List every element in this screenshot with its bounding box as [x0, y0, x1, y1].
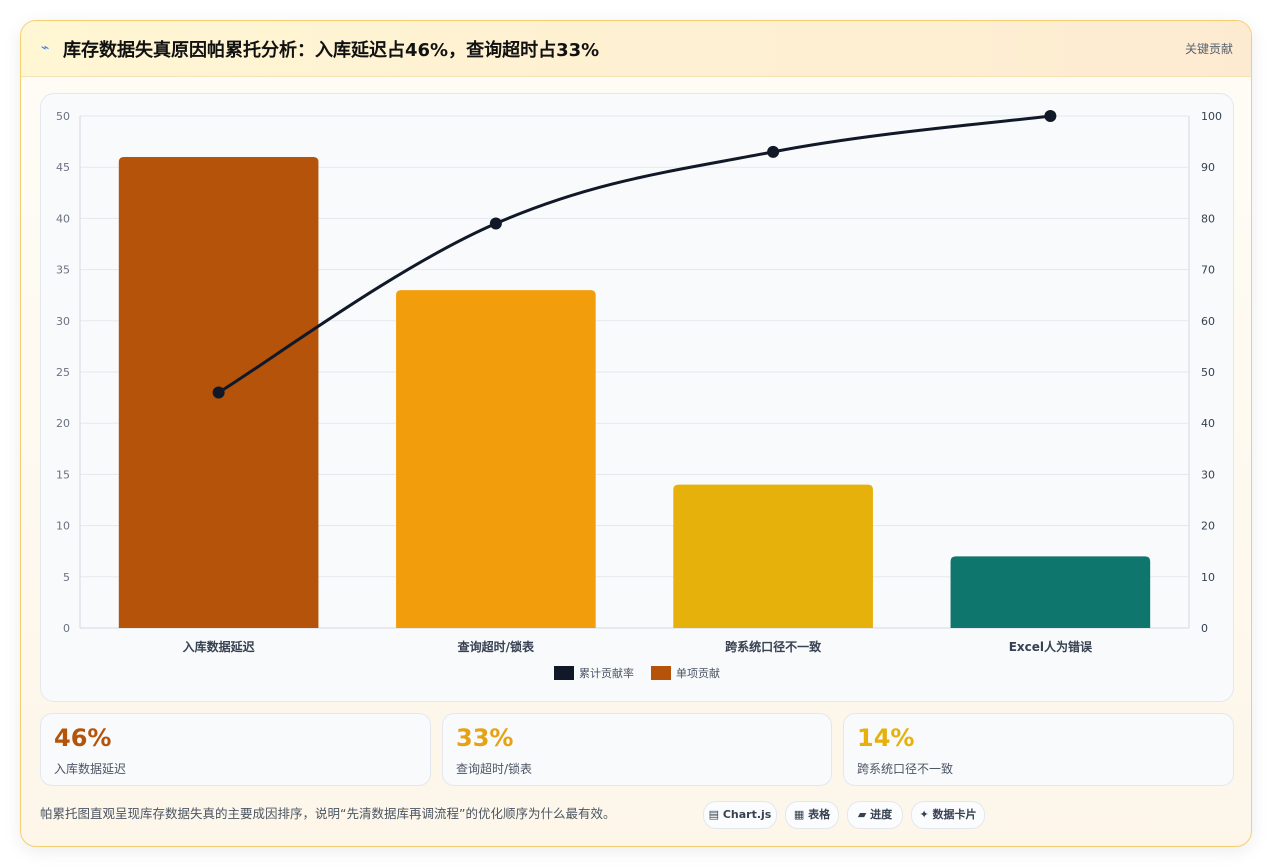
stat-value: 14%	[857, 724, 915, 752]
key-contribution-label[interactable]: 关键贡献	[1184, 42, 1233, 56]
legend-swatch	[554, 666, 574, 680]
y-right-tick-label: 10	[1201, 571, 1215, 584]
x-tick-label: 跨系统口径不一致	[725, 639, 822, 654]
chip-chartjs[interactable]: ▤ Chart.js	[703, 801, 777, 829]
y-right-tick-label: 70	[1201, 264, 1215, 277]
cumulative-point	[767, 145, 780, 158]
cumulative-point	[489, 217, 502, 230]
stat-label: 入库数据延迟	[54, 762, 127, 776]
chart-card: ⌁ 库存数据失真原因帕累托分析：入库延迟占46%，查询超时占33% 关键贡献 0…	[20, 20, 1252, 847]
cumulative-point	[212, 386, 225, 399]
y-right-tick-label: 30	[1201, 468, 1215, 481]
y-left-tick-label: 30	[56, 315, 70, 328]
y-right-tick-label: 100	[1201, 110, 1222, 123]
y-right-tick-label: 60	[1201, 315, 1215, 328]
y-right-tick-label: 50	[1201, 366, 1215, 379]
y-right-tick-label: 20	[1201, 520, 1215, 533]
chart-panel: 0 5 10 15 20 25 30 35 40 45 50 0 10 20 30 40 50 60 70 80 90 1…	[40, 93, 1234, 702]
y-right-tick-label: 80	[1201, 212, 1215, 225]
y-left-tick-label: 45	[56, 161, 70, 174]
page-title: 库存数据失真原因帕累托分析：入库延迟占46%，查询超时占33%	[63, 40, 600, 61]
x-tick-label: Excel人为错误	[1009, 639, 1093, 654]
chip-data-card[interactable]: ✦ 数据卡片	[911, 801, 985, 829]
y-right-tick-label: 0	[1201, 622, 1208, 635]
stat-label: 跨系统口径不一致	[857, 762, 954, 776]
cumulative-point	[1044, 110, 1057, 122]
chip-table[interactable]: ▦ 表格	[785, 801, 839, 829]
y-left-tick-label: 5	[63, 571, 70, 584]
y-right-tick-label: 40	[1201, 417, 1215, 430]
footer-note: 帕累托图直观呈现库存数据失真的主要成因排序，说明“先清数据库再调流程”的优化顺序…	[40, 806, 616, 821]
y-left-tick-label: 10	[56, 520, 70, 533]
y-left-tick-label: 50	[56, 110, 70, 123]
legend-label: 累计贡献率	[579, 666, 634, 680]
pareto-chart: 0 5 10 15 20 25 30 35 40 45 50 0 10 20 30 40 50 60 70 80 90 1…	[56, 110, 1222, 680]
stat-card-1: 46% 入库数据延迟	[40, 713, 431, 786]
cumulative-line	[217, 114, 1051, 394]
y-left-tick-label: 25	[56, 366, 70, 379]
stat-card-2: 33% 查询超时/锁表	[442, 713, 832, 786]
x-tick-label: 入库数据延迟	[183, 639, 255, 654]
stat-label: 查询超时/锁表	[456, 762, 533, 776]
legend-label: 单项贡献	[676, 666, 720, 680]
y-left-tick-label: 0	[63, 622, 70, 635]
chart-icon: ⌁	[41, 40, 50, 56]
stat-value: 33%	[456, 724, 514, 752]
y-left-tick-label: 15	[56, 468, 70, 481]
y-right-tick-label: 90	[1201, 161, 1215, 174]
bar	[673, 484, 873, 628]
y-left-tick-label: 40	[56, 212, 70, 225]
bar	[396, 290, 596, 628]
y-left-tick-label: 35	[56, 264, 70, 277]
bar	[950, 556, 1151, 628]
stat-value: 46%	[54, 724, 112, 752]
y-left-tick-label: 20	[56, 417, 70, 430]
card-header: ⌁ 库存数据失真原因帕累托分析：入库延迟占46%，查询超时占33% 关键贡献	[21, 21, 1251, 77]
stat-card-3: 14% 跨系统口径不一致	[843, 713, 1234, 786]
x-tick-label: 查询超时/锁表	[457, 639, 535, 654]
legend-swatch	[651, 666, 671, 680]
chip-progress[interactable]: ▰ 进度	[847, 801, 903, 829]
